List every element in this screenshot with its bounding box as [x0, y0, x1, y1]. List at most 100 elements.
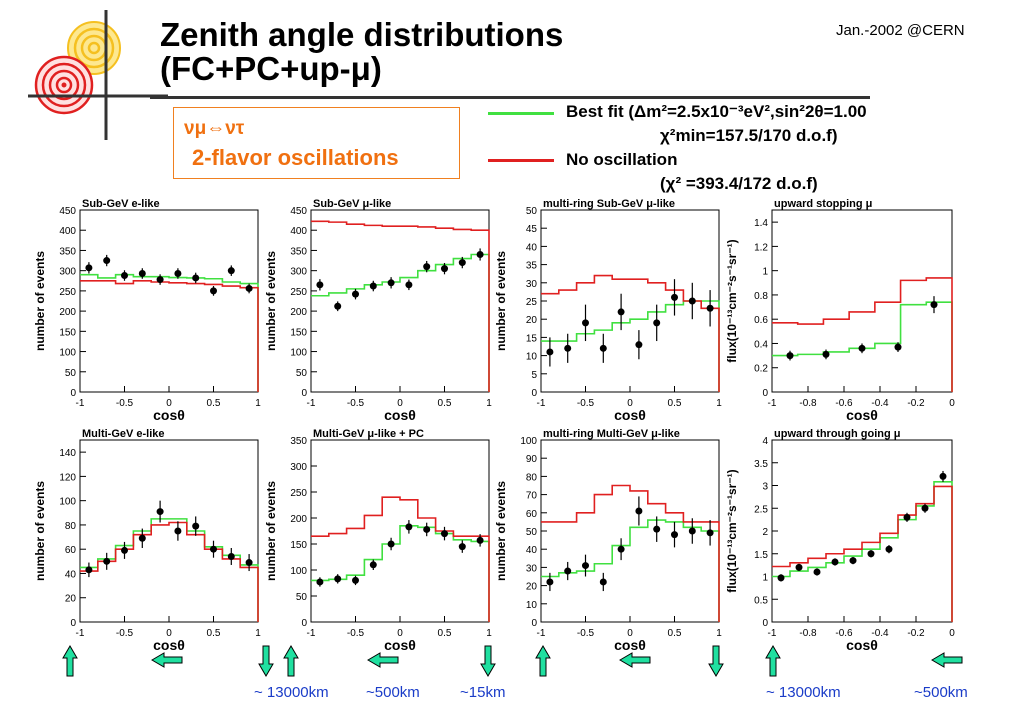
- data-point: [849, 557, 857, 565]
- y-tick-label: 1.5: [754, 550, 768, 561]
- x-tick-label: 0.5: [438, 398, 452, 409]
- x-tick-label: -1: [307, 628, 316, 639]
- y-tick-label: 350: [290, 436, 307, 447]
- data-point: [599, 578, 607, 586]
- chart-panel-1: Sub-GeV e-like 0 50 100 150 200 250 300 350 400 45…: [33, 198, 261, 423]
- chart-panel-6: Multi-GeV μ-like + PC 0 50 100 150 200 250 300 3…: [264, 428, 492, 653]
- data-point: [441, 265, 448, 273]
- y-tick-label: 1: [762, 267, 768, 278]
- data-point: [617, 545, 625, 553]
- series-no-oscillation-line: [541, 484, 720, 622]
- data-point: [476, 536, 484, 544]
- x-axis-label: cosθ: [384, 407, 416, 423]
- y-tick-label: 50: [526, 206, 538, 217]
- y-tick-label: 200: [59, 307, 76, 318]
- legend-no-osc-label: No oscillation: [566, 150, 678, 169]
- y-tick-label: 0.5: [754, 595, 768, 606]
- y-tick-label: 100: [290, 566, 307, 577]
- chart-panel-7: multi-ring Multi-GeV μ-like0102030405060…: [494, 428, 722, 653]
- arrow-up-icon: [535, 645, 551, 677]
- x-axis-label: cosθ: [846, 407, 878, 423]
- data-point: [822, 350, 830, 358]
- data-point: [334, 302, 342, 310]
- logo-circles-icon: [28, 10, 168, 140]
- data-point: [352, 576, 359, 584]
- y-tick-label: 0: [762, 388, 768, 399]
- data-point: [653, 319, 661, 327]
- x-tick-label: -1: [76, 398, 85, 409]
- data-point: [939, 472, 947, 480]
- series-best-fit-line: [772, 481, 953, 622]
- y-axis-label: number of events: [264, 481, 278, 581]
- series-no-oscillation-line: [311, 496, 490, 622]
- x-tick-label: -0.5: [116, 628, 134, 639]
- y-tick-label: 25: [526, 297, 538, 308]
- x-tick-label: 1: [255, 398, 261, 409]
- data-point: [85, 566, 93, 574]
- y-tick-label: 0.2: [754, 364, 768, 375]
- arrow-down-icon: [258, 645, 274, 677]
- data-point: [599, 344, 607, 352]
- y-tick-label: 0.6: [754, 315, 768, 326]
- x-tick-label: 0: [627, 628, 633, 639]
- y-tick-label: 100: [520, 436, 537, 447]
- data-point: [671, 531, 678, 539]
- data-point: [894, 343, 902, 351]
- x-tick-label: -1: [537, 628, 546, 639]
- data-point: [334, 575, 342, 583]
- y-tick-label: 0: [762, 618, 768, 629]
- series-best-fit-line: [80, 273, 259, 392]
- data-point: [85, 264, 93, 272]
- x-tick-label: -1: [768, 398, 777, 409]
- y-tick-label: 0: [70, 388, 76, 399]
- x-tick-label: 0: [166, 398, 172, 409]
- title-line1: Zenith angle distributions: [160, 16, 564, 53]
- series-no-oscillation-line: [541, 274, 720, 392]
- chart-panel-3: multi-ring Sub-GeV μ-like051015202530354…: [494, 198, 722, 423]
- y-tick-label: 2.5: [754, 504, 768, 515]
- data-point: [903, 513, 911, 521]
- y-tick-label: 100: [59, 348, 76, 359]
- y-tick-label: 0: [70, 618, 76, 629]
- date-label: Jan.-2002 @CERN: [836, 22, 965, 39]
- distance-label-2: ~500km: [366, 684, 420, 701]
- data-point: [352, 290, 359, 298]
- y-tick-label: 200: [290, 307, 307, 318]
- oscillation-channel: νμ⇔ντ: [184, 118, 245, 139]
- data-point: [546, 348, 554, 356]
- series-no-oscillation-line: [80, 521, 259, 622]
- x-tick-label: -0.5: [347, 628, 365, 639]
- y-tick-label: 35: [526, 261, 538, 272]
- y-tick-label: 450: [59, 206, 76, 217]
- chart-title: upward stopping μ: [774, 198, 872, 210]
- arrow-up-icon: [765, 645, 781, 677]
- data-point: [653, 525, 661, 533]
- y-tick-label: 3.5: [754, 459, 768, 470]
- data-point: [369, 561, 377, 569]
- arrow-left-icon: [151, 652, 183, 668]
- arrow-up-icon: [62, 645, 78, 677]
- data-point: [174, 269, 182, 277]
- x-tick-label: -0.8: [799, 628, 817, 639]
- x-tick-label: 1: [486, 628, 492, 639]
- x-tick-label: -1: [76, 628, 85, 639]
- data-point: [786, 352, 794, 360]
- data-point: [121, 546, 128, 554]
- y-tick-label: 0: [531, 388, 537, 399]
- legend-best-fit-label: Best fit (Δm²=2.5x10⁻³eV²,sin²2θ=1.00: [566, 102, 867, 121]
- chart-frame: [310, 209, 490, 393]
- series-no-oscillation-line: [772, 485, 953, 622]
- y-tick-label: 0: [301, 388, 307, 399]
- data-point: [192, 522, 200, 530]
- x-tick-label: -1: [768, 628, 777, 639]
- y-tick-label: 3: [762, 482, 768, 493]
- data-point: [458, 259, 466, 267]
- y-tick-label: 350: [290, 246, 307, 257]
- x-tick-label: -1: [537, 398, 546, 409]
- oscillation-type: 2-flavor oscillations: [192, 145, 399, 170]
- x-tick-label: 1: [716, 628, 722, 639]
- y-tick-label: 80: [65, 521, 77, 532]
- x-tick-label: -0.4: [871, 398, 889, 409]
- data-point: [174, 527, 182, 535]
